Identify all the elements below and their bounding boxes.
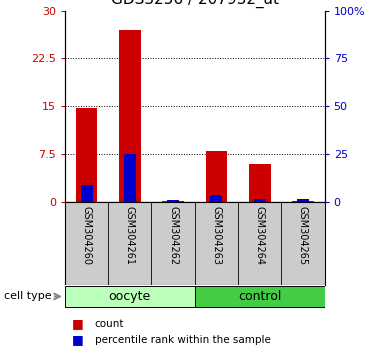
Bar bbox=[206, 151, 227, 202]
Text: ■: ■ bbox=[72, 318, 84, 330]
Bar bbox=[249, 164, 270, 202]
Bar bbox=[167, 200, 179, 202]
Text: GSM304262: GSM304262 bbox=[168, 206, 178, 265]
Bar bbox=[65, 286, 195, 307]
Text: GSM304264: GSM304264 bbox=[255, 206, 265, 265]
Text: ■: ■ bbox=[72, 333, 84, 346]
Title: GDS3256 / 207932_at: GDS3256 / 207932_at bbox=[111, 0, 279, 8]
Text: percentile rank within the sample: percentile rank within the sample bbox=[95, 335, 270, 345]
Bar bbox=[297, 199, 309, 202]
Text: oocyte: oocyte bbox=[109, 290, 151, 303]
Bar bbox=[76, 108, 97, 202]
Bar bbox=[81, 184, 92, 202]
Bar bbox=[124, 154, 136, 202]
Bar bbox=[254, 199, 266, 202]
Bar bbox=[119, 30, 141, 202]
Text: GSM304260: GSM304260 bbox=[82, 206, 92, 265]
Bar bbox=[195, 286, 325, 307]
Text: control: control bbox=[238, 290, 281, 303]
Text: GSM304265: GSM304265 bbox=[298, 206, 308, 265]
Text: GSM304261: GSM304261 bbox=[125, 206, 135, 265]
Text: count: count bbox=[95, 319, 124, 329]
Bar bbox=[210, 195, 222, 202]
Text: GSM304263: GSM304263 bbox=[211, 206, 221, 265]
Text: cell type: cell type bbox=[4, 291, 51, 301]
